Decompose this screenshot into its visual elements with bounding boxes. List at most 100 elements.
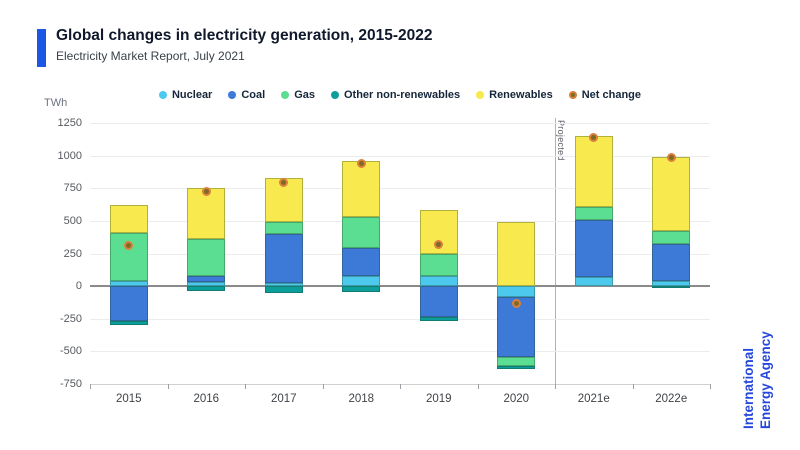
bar-segment-gas[interactable]	[264, 222, 303, 234]
chart-legend: Nuclear Coal Gas Other non-renewables Renewa…	[90, 89, 710, 101]
bar-segment-gas[interactable]	[187, 239, 226, 276]
bar-segment-gas[interactable]	[109, 232, 148, 281]
bar-segment-other[interactable]	[342, 286, 381, 292]
legend-item-renewables[interactable]: Renewables	[476, 89, 553, 101]
axis-tick	[322, 384, 324, 389]
legend-label: Gas	[294, 89, 315, 101]
axis-tick	[632, 384, 634, 389]
bar-segment-coal[interactable]	[187, 275, 226, 283]
bar-segment-renewables[interactable]	[109, 205, 148, 233]
x-axis-label: 2019	[425, 393, 452, 405]
page-subtitle: Electricity Market Report, July 2021	[56, 49, 245, 63]
iea-brand-line2: Energy Agency	[758, 331, 773, 429]
bar-segment-other[interactable]	[419, 317, 458, 321]
legend-label: Other non-renewables	[343, 89, 461, 101]
gridline	[90, 318, 710, 320]
y-tick-label: -500	[59, 345, 82, 358]
bar-segment-gas[interactable]	[574, 207, 613, 220]
x-axis-label: 2016	[193, 393, 220, 405]
gridline	[90, 253, 710, 255]
axis-tick	[555, 384, 556, 389]
gridline	[90, 220, 710, 222]
axis-tick	[710, 384, 711, 389]
legend-gas-dot-icon	[281, 91, 290, 99]
bar-segment-other[interactable]	[497, 366, 536, 369]
bar-segment-coal[interactable]	[574, 219, 613, 277]
bar-segment-other[interactable]	[109, 321, 148, 326]
net-change-marker[interactable]	[356, 158, 366, 168]
legend-item-net[interactable]: Net change	[568, 89, 642, 101]
projected-divider-line	[555, 118, 556, 384]
iea-brand-text: International Energy Agency	[740, 297, 776, 429]
bar-segment-nuclear[interactable]	[497, 286, 536, 298]
bar-segment-renewables[interactable]	[187, 187, 226, 240]
bar-segment-coal[interactable]	[342, 247, 381, 276]
bar-segment-nuclear[interactable]	[109, 280, 148, 287]
legend-coal-dot-icon	[228, 91, 237, 99]
y-axis-unit-label: TWh	[44, 97, 68, 109]
bar-segment-gas[interactable]	[342, 216, 381, 248]
axis-tick	[477, 384, 479, 389]
legend-label: Nuclear	[171, 89, 213, 101]
gridline	[90, 351, 710, 353]
bar-segment-gas[interactable]	[419, 254, 458, 277]
x-axis-label: 2017	[270, 393, 297, 405]
bar-segment-gas[interactable]	[497, 356, 536, 367]
y-tick-label: 0	[75, 280, 82, 293]
bar-segment-other[interactable]	[652, 286, 691, 289]
bar-segment-nuclear[interactable]	[652, 280, 691, 287]
legend-label: Coal	[241, 89, 266, 101]
net-change-marker[interactable]	[511, 299, 521, 309]
legend-renewables-dot-icon	[476, 91, 485, 99]
gridline	[90, 188, 710, 190]
legend-item-other[interactable]: Other non-renewables	[330, 89, 461, 101]
bar-segment-renewables[interactable]	[652, 156, 691, 231]
bar-segment-renewables[interactable]	[497, 222, 536, 287]
axis-tick	[245, 384, 246, 389]
x-axis-label: 2018	[348, 393, 375, 405]
y-tick-label: 250	[63, 247, 82, 260]
net-change-marker[interactable]	[124, 241, 134, 251]
bar-segment-other[interactable]	[264, 286, 303, 294]
bar-segment-nuclear[interactable]	[574, 276, 613, 287]
bar-segment-other[interactable]	[187, 286, 226, 291]
bar-segment-renewables[interactable]	[574, 136, 613, 208]
net-change-marker[interactable]	[201, 187, 211, 196]
net-change-marker[interactable]	[589, 132, 599, 142]
legend-item-gas[interactable]: Gas	[281, 89, 315, 101]
y-tick-label: -750	[59, 378, 82, 390]
bar-segment-coal[interactable]	[109, 286, 148, 322]
y-tick-label: 1000	[57, 149, 82, 162]
bar-segment-nuclear[interactable]	[264, 282, 303, 287]
net-change-marker[interactable]	[434, 239, 444, 249]
bar-segment-coal[interactable]	[264, 233, 303, 283]
y-tick-label: 500	[63, 214, 82, 227]
legend-item-coal[interactable]: Coal	[228, 89, 265, 101]
bar-segment-gas[interactable]	[652, 230, 691, 245]
bar-segment-nuclear[interactable]	[342, 275, 381, 287]
axis-tick	[167, 384, 169, 389]
bar-segment-coal[interactable]	[419, 286, 458, 318]
bar-segment-renewables[interactable]	[342, 160, 381, 217]
title-accent-bar	[37, 29, 46, 67]
legend-net-dot-icon	[568, 91, 577, 99]
zero-axis-line	[90, 285, 710, 288]
projected-label: Projected	[556, 120, 566, 161]
legend-label: Renewables	[489, 89, 553, 101]
net-change-marker[interactable]	[279, 177, 289, 187]
bar-segment-nuclear[interactable]	[187, 282, 226, 287]
y-tick-label: 750	[63, 182, 82, 195]
y-tick-label: 1250	[57, 117, 82, 129]
gridline	[90, 123, 710, 124]
legend-label: Net change	[581, 89, 642, 101]
bar-segment-coal[interactable]	[652, 244, 691, 281]
legend-other-dot-icon	[330, 91, 339, 99]
bar-segment-nuclear[interactable]	[419, 276, 458, 287]
axis-tick	[400, 384, 401, 389]
legend-item-nuclear[interactable]: Nuclear	[158, 89, 213, 101]
net-change-marker[interactable]	[666, 153, 676, 163]
gridline	[90, 155, 710, 157]
y-tick-label: -250	[59, 312, 82, 325]
